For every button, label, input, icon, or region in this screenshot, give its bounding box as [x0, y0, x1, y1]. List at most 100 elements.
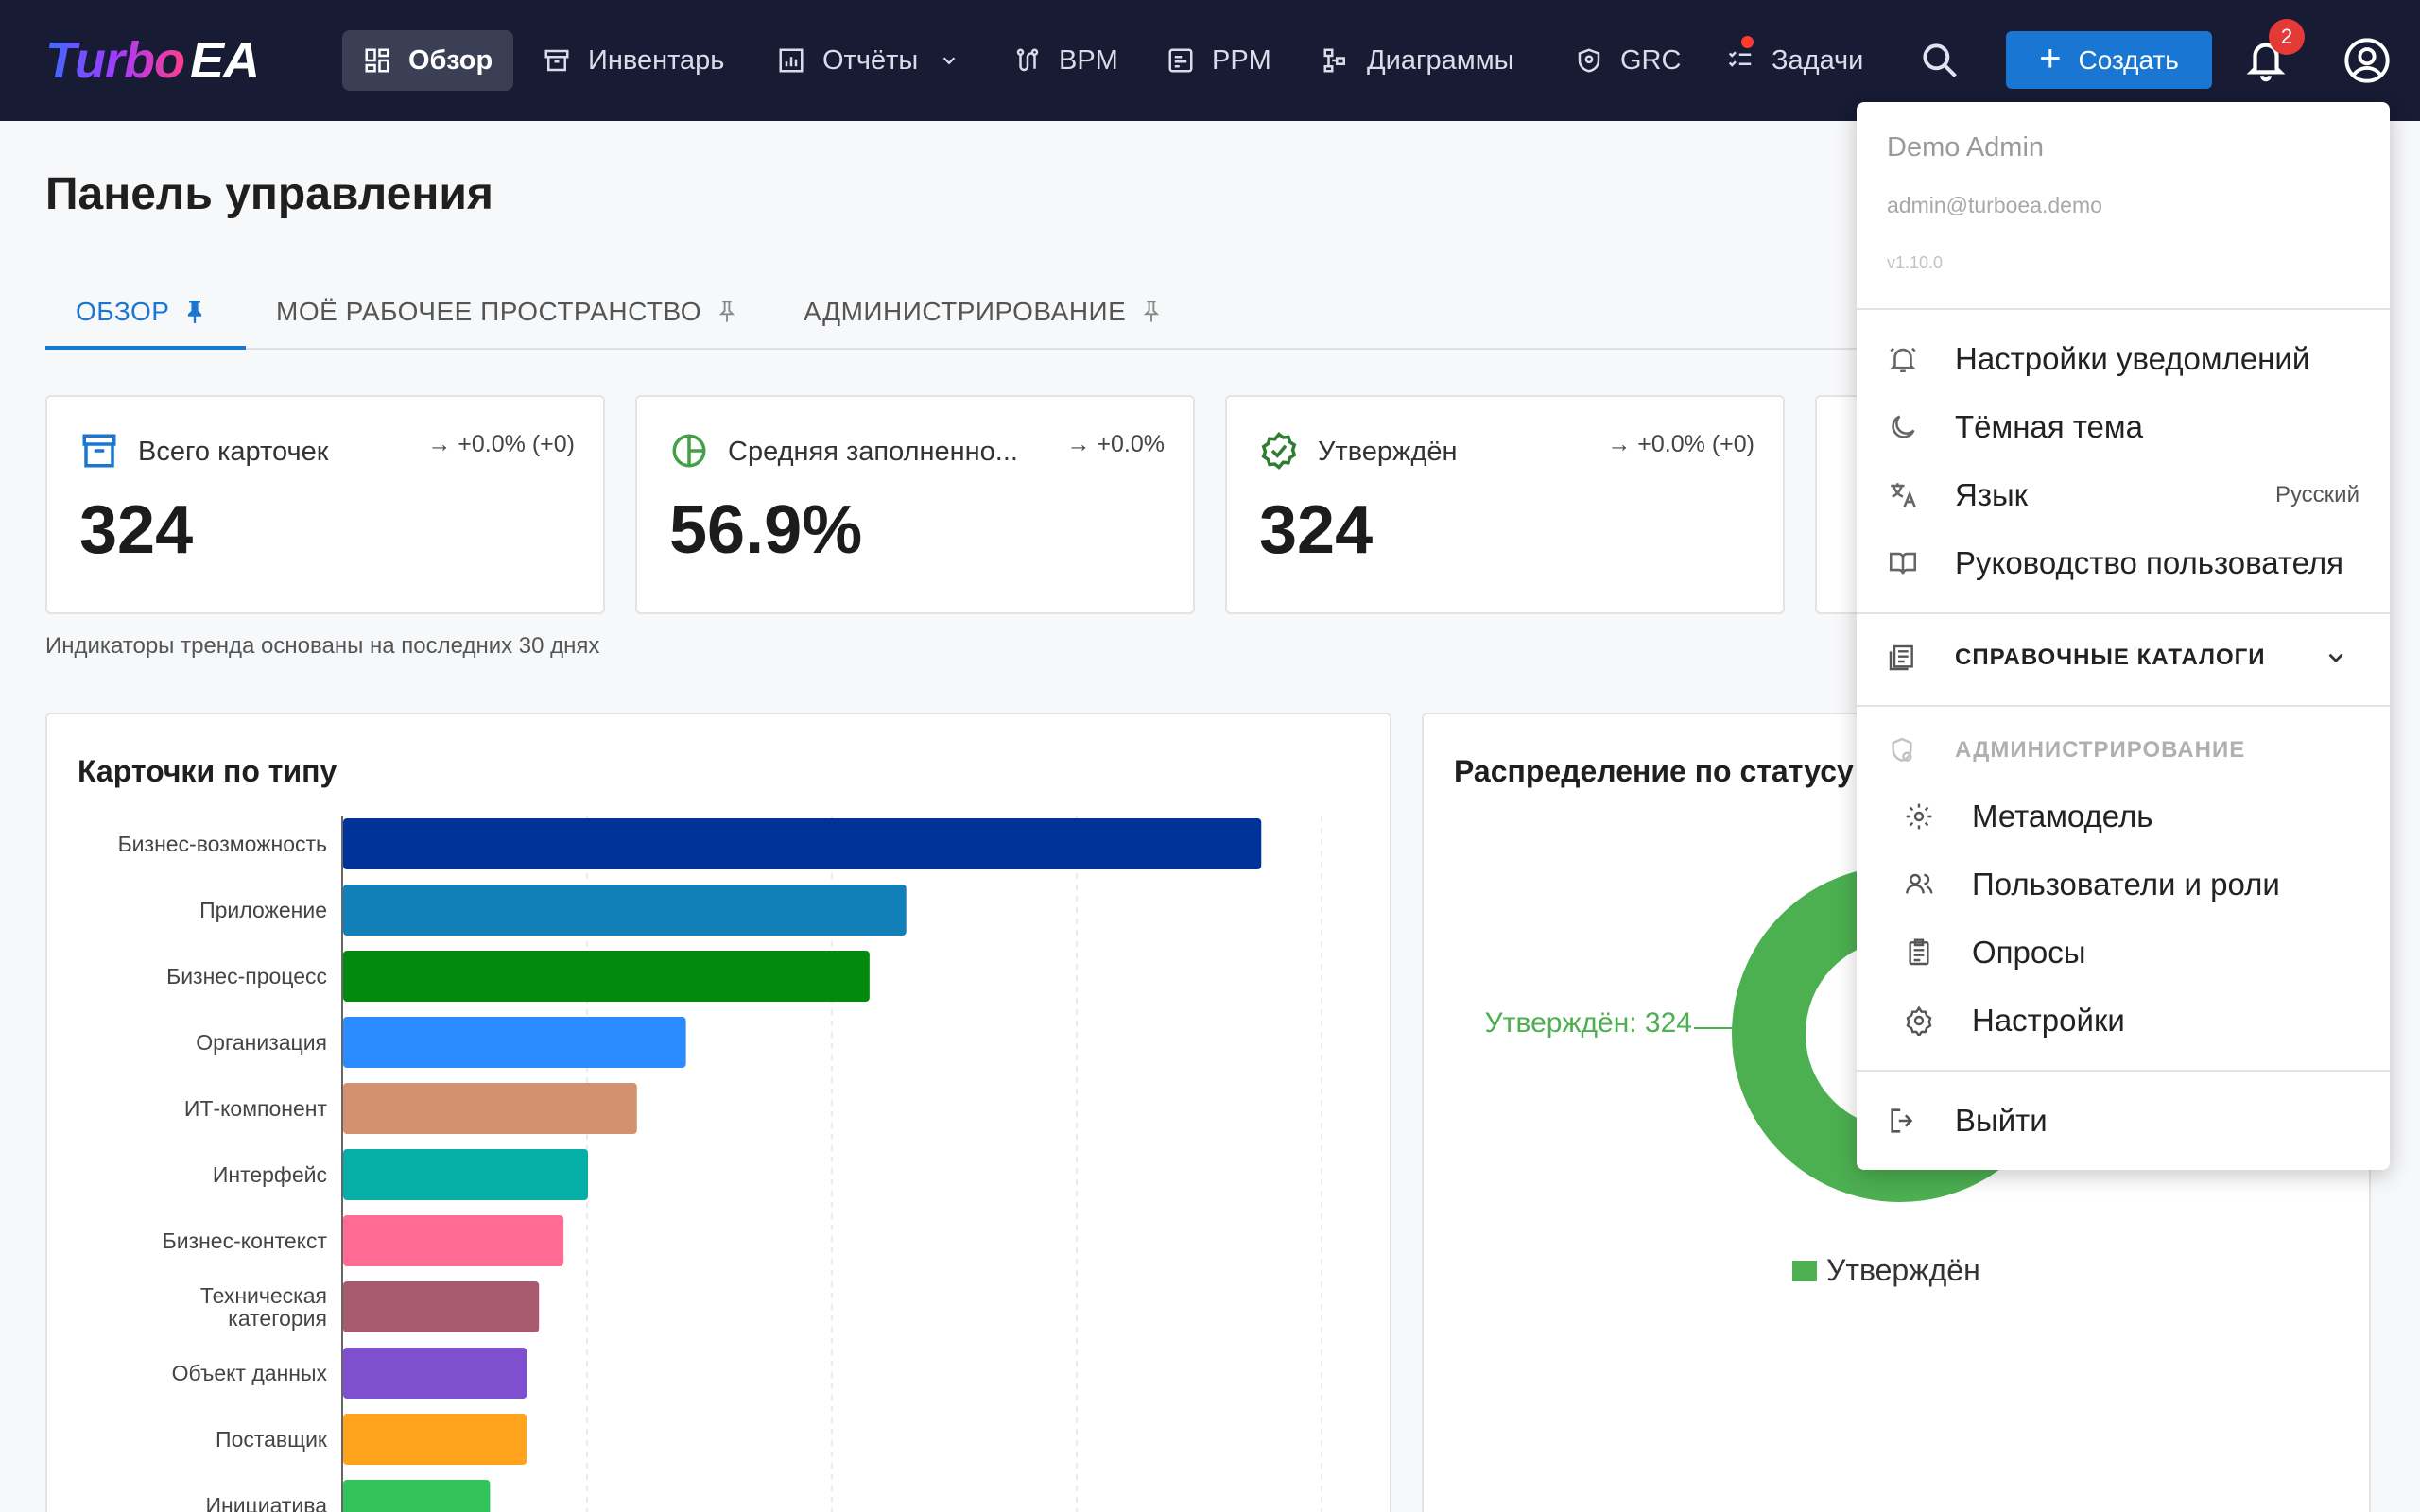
notifications-bell-icon[interactable]	[2244, 36, 2288, 83]
bar-7[interactable]	[343, 1215, 564, 1266]
bar-5[interactable]	[343, 1083, 637, 1134]
settings-gear-icon	[1906, 1005, 1932, 1036]
legend-swatch	[1792, 1260, 1817, 1281]
menu-item-settings[interactable]: Настройки	[1857, 990, 2390, 1051]
bar-4[interactable]	[343, 1017, 686, 1068]
category-label: Техническая категория	[200, 1283, 327, 1331]
search-icon[interactable]	[1919, 40, 1961, 81]
nav-item-overview[interactable]: Обзор	[342, 30, 514, 91]
menu-item-surveys[interactable]: Опросы	[1857, 922, 2390, 983]
nav-item-inventory[interactable]: Инвентарь	[522, 30, 745, 91]
menu-item-users-roles[interactable]: Пользователи и роли	[1857, 854, 2390, 915]
verified-icon	[1261, 432, 1297, 470]
tab-administration[interactable]: АДМИНИСТРИРОВАНИЕ	[804, 274, 1162, 350]
page-title: Панель управления	[45, 169, 493, 219]
chevron-down-icon	[942, 57, 956, 65]
top-app-bar: Turbo EA Обзор Инвентарь Отчёты BPM PPM …	[0, 0, 2420, 121]
panel-title: Карточки по типу	[78, 754, 337, 788]
logout-icon	[1891, 1108, 1913, 1133]
menu-divider	[1857, 1070, 2390, 1072]
bar-8[interactable]	[343, 1281, 540, 1332]
menu-item-notification-settings[interactable]: Настройки уведомлений	[1857, 329, 2390, 389]
catalog-icon	[1889, 644, 1913, 671]
category-label: Организация	[196, 1030, 327, 1055]
notification-settings-icon	[1890, 347, 1916, 373]
menu-divider	[1857, 705, 2390, 707]
pie-icon	[672, 434, 706, 468]
nav-item-reports[interactable]: Отчёты	[756, 30, 980, 91]
menu-item-metamodel[interactable]: Метамодель	[1857, 786, 2390, 847]
bar-1[interactable]	[343, 818, 1262, 869]
tasks-icon	[1728, 51, 1752, 67]
nav-item-grc[interactable]: GRC	[1554, 30, 1702, 91]
pin-filled-icon[interactable]	[184, 300, 205, 324]
kpi-label: Всего карточек	[138, 437, 329, 467]
reference-catalogs-toggle[interactable]: СПРАВОЧНЫЕ КАТАЛОГИ	[1857, 629, 2390, 686]
bar-3[interactable]	[343, 951, 870, 1002]
menu-item-logout[interactable]: Выйти	[1857, 1091, 2390, 1151]
category-label: Поставщик	[216, 1427, 328, 1452]
bar-6[interactable]	[343, 1149, 588, 1200]
panel-cards-by-type: Бизнес-возможность Приложение Бизнес-проце…	[45, 713, 1392, 1512]
app-logo[interactable]: Turbo EA	[45, 32, 260, 89]
nav-item-ppm[interactable]: PPM	[1146, 30, 1292, 91]
kpi-trend: → +0.0% (+0)	[427, 431, 575, 457]
diagrams-icon	[1323, 48, 1345, 73]
pin-outline-icon[interactable]	[1141, 300, 1162, 324]
tab-my-workspace[interactable]: МОЁ РАБОЧЕЕ ПРОСТРАНСТВО	[276, 274, 737, 350]
bar-10[interactable]	[343, 1414, 527, 1465]
current-language: Русский	[2274, 482, 2360, 507]
menu-item-language[interactable]: Язык Русский	[1857, 465, 2390, 525]
chart-legend: Утверждён	[1792, 1253, 1980, 1288]
grc-shield-icon	[1578, 48, 1600, 73]
kpi-label: Утверждён	[1318, 437, 1458, 467]
user-email: admin@turboea.demo	[1887, 193, 2102, 217]
bpm-icon	[1016, 48, 1039, 72]
kpi-card-total-cards: Всего карточек → +0.0% (+0) 324	[45, 395, 605, 614]
kpi-card-approved: Утверждён → +0.0% (+0) 324	[1225, 395, 1785, 614]
dashboard-tabs: ОБЗОР МОЁ РАБОЧЕЕ ПРОСТРАНСТВО АДМИНИСТР…	[45, 274, 2371, 350]
users-icon	[1906, 873, 1933, 894]
nav-item-diagrams[interactable]: Диаграммы	[1301, 30, 1535, 91]
menu-divider	[1857, 612, 2390, 614]
moon-icon	[1892, 415, 1915, 438]
chevron-down-icon	[2328, 653, 2343, 663]
menu-divider	[1857, 308, 2390, 310]
trend-note: Индикаторы тренда основаны на последних …	[45, 633, 600, 659]
plus-icon: +	[2039, 37, 2062, 79]
book-icon	[1889, 552, 1917, 575]
user-menu: Demo Admin admin@turboea.demo v1.10.0 На…	[1857, 102, 2390, 1170]
bar-11[interactable]	[343, 1480, 491, 1512]
user-name: Demo Admin	[1887, 132, 2045, 163]
panel-title: Распределение по статусу	[1454, 754, 1854, 788]
legend-label: Утверждён	[1826, 1253, 1980, 1287]
create-button[interactable]: + Создать	[2006, 31, 2212, 89]
active-tab-indicator	[45, 346, 246, 350]
app-version: v1.10.0	[1887, 253, 1944, 272]
bar-9[interactable]	[343, 1348, 527, 1399]
category-label: Бизнес-контекст	[163, 1228, 328, 1253]
pin-outline-icon[interactable]	[717, 300, 737, 324]
kpi-value: 324	[79, 492, 194, 568]
admin-shield-icon	[1892, 737, 1912, 762]
metamodel-gear-icon	[1906, 803, 1932, 830]
inventory-icon	[544, 49, 569, 72]
menu-item-user-guide[interactable]: Руководство пользователя	[1857, 533, 2390, 593]
ppm-icon	[1168, 48, 1193, 73]
cards-by-type-chart: Бизнес-возможность Приложение Бизнес-проце…	[118, 816, 1322, 1512]
translate-icon	[1891, 483, 1916, 508]
tab-overview[interactable]: ОБЗОР	[76, 274, 205, 350]
category-label: Приложение	[199, 898, 327, 922]
category-label: Бизнес-процесс	[166, 964, 327, 988]
nav-item-tasks[interactable]: Задачи	[1705, 30, 1884, 91]
archive-icon	[82, 434, 116, 468]
category-label: Объект данных	[172, 1361, 328, 1385]
kpi-trend: → +0.0%	[1066, 431, 1165, 457]
category-label: Бизнес-возможность	[118, 832, 327, 856]
nav-item-bpm[interactable]: BPM	[993, 30, 1139, 91]
menu-item-dark-theme[interactable]: Тёмная тема	[1857, 397, 2390, 457]
kpi-value: 56.9%	[669, 492, 863, 568]
kpi-card-avg-completeness: Средняя заполненно... → +0.0% 56.9%	[635, 395, 1195, 614]
bar-2[interactable]	[343, 885, 907, 936]
account-avatar-icon[interactable]	[2342, 36, 2392, 85]
